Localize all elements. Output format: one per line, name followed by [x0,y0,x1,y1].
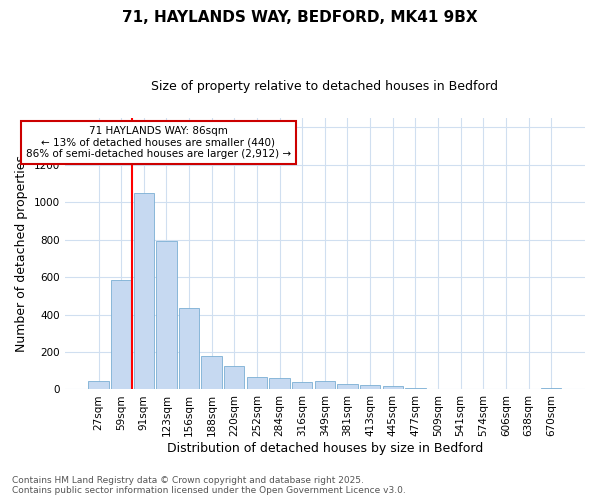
Bar [360,385,380,390]
Bar [179,308,199,390]
Text: Contains HM Land Registry data © Crown copyright and database right 2025.
Contai: Contains HM Land Registry data © Crown c… [12,476,406,495]
Bar [337,384,358,390]
Y-axis label: Number of detached properties: Number of detached properties [15,155,28,352]
Bar [269,378,290,390]
Bar [314,380,335,390]
Bar [88,380,109,390]
Text: 71, HAYLANDS WAY, BEDFORD, MK41 9BX: 71, HAYLANDS WAY, BEDFORD, MK41 9BX [122,10,478,25]
Bar [202,356,222,390]
Bar [292,382,313,390]
Bar [405,388,425,390]
Bar [224,366,244,390]
Bar [383,386,403,390]
Bar [247,376,267,390]
X-axis label: Distribution of detached houses by size in Bedford: Distribution of detached houses by size … [167,442,483,455]
Bar [541,388,562,390]
Title: Size of property relative to detached houses in Bedford: Size of property relative to detached ho… [151,80,499,93]
Bar [111,280,131,390]
Text: 71 HAYLANDS WAY: 86sqm
← 13% of detached houses are smaller (440)
86% of semi-de: 71 HAYLANDS WAY: 86sqm ← 13% of detached… [26,126,291,159]
Bar [134,193,154,390]
Bar [156,240,176,390]
